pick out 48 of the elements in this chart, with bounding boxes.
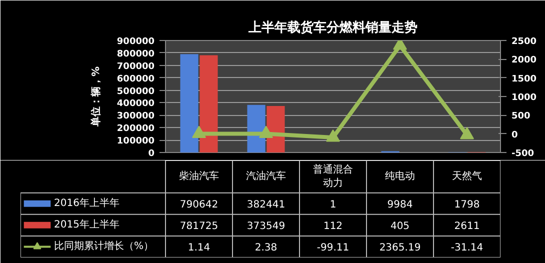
legend-label: 比同期累计增长（%） — [54, 240, 154, 252]
y-tick-label: 400000 — [116, 99, 155, 110]
point — [460, 126, 474, 140]
data-label: 405 — [390, 221, 410, 232]
data-label: 1 — [330, 200, 336, 211]
y-tick-label: 700000 — [116, 62, 155, 72]
data-label: 1.14 — [188, 242, 210, 254]
data-label: -31.14 — [450, 242, 484, 254]
data-label: 112 — [323, 221, 343, 232]
legend-label: 2016年上半年 — [54, 197, 120, 210]
data-label: 2.38 — [254, 242, 278, 254]
y2-tick-label: 1000 — [512, 93, 537, 103]
y-tick-label: 0 — [148, 149, 155, 159]
y-tick-label: 600000 — [116, 74, 155, 84]
y-tick-label: 800000 — [116, 49, 155, 60]
y-tick-label: 300000 — [116, 112, 155, 122]
x-tick-label: 柴油汽车 — [179, 170, 219, 182]
point — [326, 130, 340, 142]
y2-tick-label: 0 — [512, 130, 518, 140]
bar — [200, 55, 218, 152]
x-tick-label: 天然气 — [452, 170, 482, 182]
chart-title: 上半年载货车分燃料销量走势 — [248, 20, 418, 36]
data-label: -99.11 — [316, 242, 350, 254]
data-label: 9984 — [387, 200, 413, 211]
data-label: 2611 — [454, 221, 480, 232]
data-label: 2365.19 — [379, 242, 421, 254]
y-tick-label: 200000 — [116, 124, 155, 134]
legend-label: 2015年上半年 — [54, 218, 120, 231]
x-tick-label: 普通混合动力 — [313, 163, 353, 190]
y-tick-label: 100000 — [116, 136, 155, 147]
y2-tick-label: 2000 — [512, 56, 537, 66]
y-axis-title: 单位：辆，% — [90, 66, 102, 128]
y2-tick-label: 2500 — [512, 37, 537, 47]
y2-tick-label: 1500 — [512, 74, 537, 84]
y-tick-label: 500000 — [116, 86, 155, 97]
y2-tick-label: 500 — [512, 112, 530, 122]
data-label: 781725 — [180, 221, 218, 232]
x-tick-label: 汽油汽车 — [246, 170, 286, 182]
bar — [180, 54, 198, 152]
y-tick-label: 900000 — [116, 37, 155, 47]
point — [259, 126, 273, 138]
data-label: 790642 — [180, 200, 218, 211]
data-label: 1798 — [454, 200, 480, 211]
data-label: 373549 — [246, 221, 286, 232]
y2-tick-label: -500 — [512, 149, 534, 159]
point — [192, 126, 206, 138]
x-tick-label: 纯电动 — [385, 170, 415, 182]
data-label: 382441 — [246, 200, 286, 211]
